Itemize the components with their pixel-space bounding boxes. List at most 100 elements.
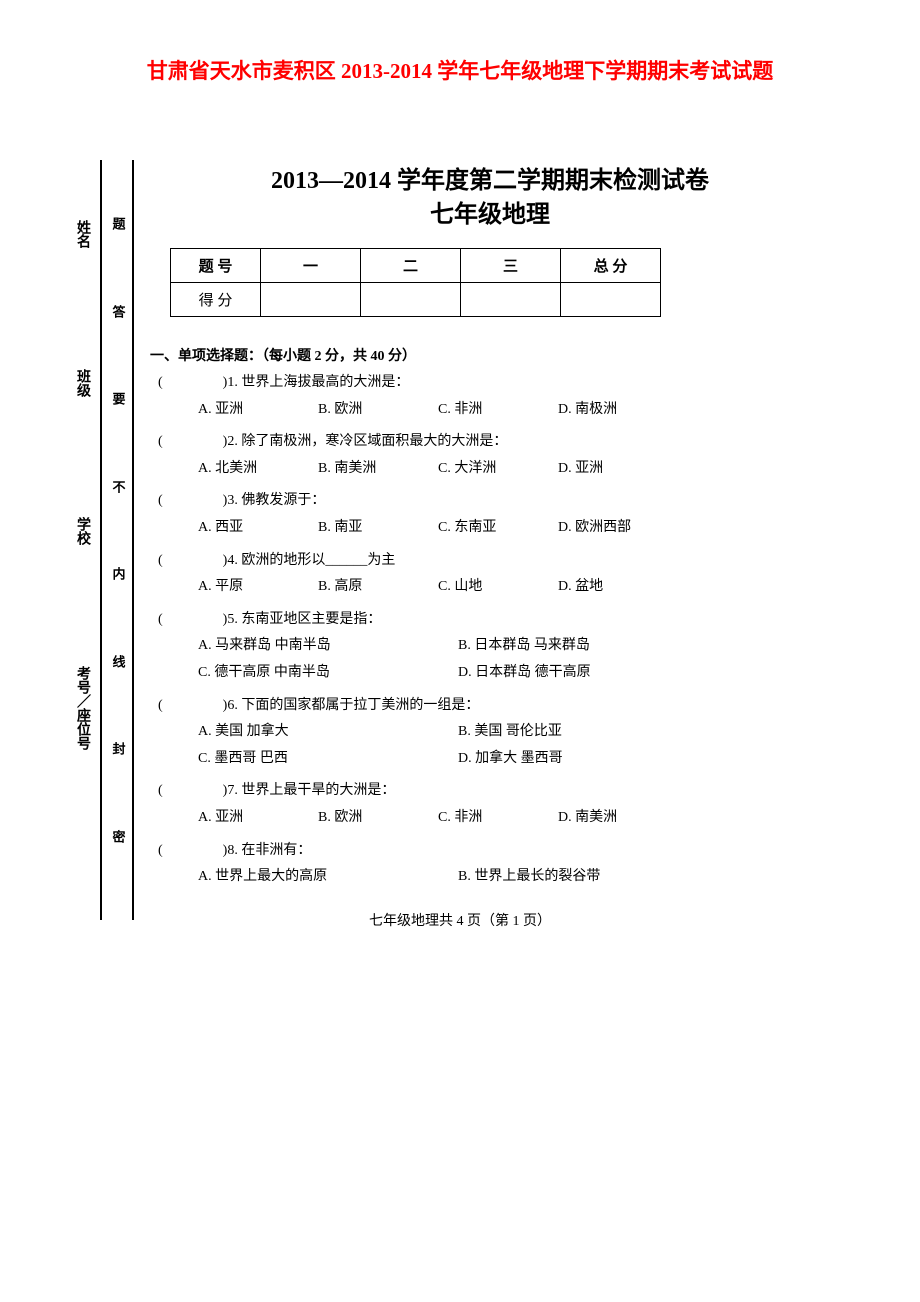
answer-blank-open: ( xyxy=(158,843,163,858)
question-6: ( )6. 下面的国家都属于拉丁美洲的一组是： A. 美国 加拿大B. 美国 哥伦比… xyxy=(158,693,818,773)
question-8: ( )8. 在非洲有： A. 世界上最大的高原B. 世界上最长的裂谷带 xyxy=(158,838,818,891)
option-A: A. 北美洲 xyxy=(198,456,318,483)
answer-blank-open: ( xyxy=(158,493,163,508)
option-D: D. 盆地 xyxy=(558,574,678,601)
answer-blank-open: ( xyxy=(158,698,163,713)
option-D: D. 亚洲 xyxy=(558,456,678,483)
question-1: ( )1. 世界上海拔最高的大洲是： A. 亚洲B. 欧洲C. 非洲D. 南极洲 xyxy=(158,370,818,423)
option-D: D. 南极洲 xyxy=(558,397,678,424)
inner-char-7: 密 xyxy=(109,830,128,843)
question-text: )7. 世界上最干旱的大洲是： xyxy=(223,783,396,798)
question-text: )8. 在非洲有： xyxy=(223,843,312,858)
question-stem: ( )7. 世界上最干旱的大洲是： xyxy=(158,778,818,805)
option-C: C. 山地 xyxy=(438,574,558,601)
answer-blank-open: ( xyxy=(158,375,163,390)
section1-title: 一、单项选择题：（每小题 2 分，共 40 分） xyxy=(150,345,416,365)
option-A: A. 平原 xyxy=(198,574,318,601)
question-text: )4. 欧洲的地形以______为主 xyxy=(223,553,396,568)
question-stem: ( )6. 下面的国家都属于拉丁美洲的一组是： xyxy=(158,693,818,720)
option-A: A. 马来群岛 中南半岛 xyxy=(198,633,458,660)
score-th-label: 题 号 xyxy=(171,249,261,283)
question-3: ( )3. 佛教发源于： A. 西亚B. 南亚C. 东南亚D. 欧洲西部 xyxy=(158,488,818,541)
inner-char-5: 线 xyxy=(109,655,128,668)
question-stem: ()5. 东南亚地区主要是指： xyxy=(158,607,818,634)
exam-header: 2013—2014 学年度第二学期期末检测试卷 七年级地理 xyxy=(150,165,830,232)
inner-char-4: 内 xyxy=(109,567,128,580)
question-stem: ( )3. 佛教发源于： xyxy=(158,488,818,515)
binding-inner-labels: 题 答 要 不 内 线 封 密 xyxy=(108,180,128,880)
question-text: )6. 下面的国家都属于拉丁美洲的一组是： xyxy=(223,698,480,713)
binding-line-1 xyxy=(100,160,102,920)
answer-blank-open: ( xyxy=(158,434,163,449)
inner-char-0: 题 xyxy=(109,217,128,230)
option-B: B. 欧洲 xyxy=(318,805,438,832)
option-C: C. 大洋洲 xyxy=(438,456,558,483)
binding-line-2 xyxy=(132,160,134,920)
inner-char-1: 答 xyxy=(109,305,128,318)
score-td-1 xyxy=(261,283,361,317)
score-table: 题 号 一 二 三 总 分 得 分 xyxy=(170,248,661,317)
binding-label-school: 学校 xyxy=(72,517,92,545)
option-B: B. 南亚 xyxy=(318,515,438,542)
option-D: D. 加拿大 墨西哥 xyxy=(458,746,718,773)
option-C: C. 墨西哥 巴西 xyxy=(198,746,458,773)
option-C: C. 非洲 xyxy=(438,805,558,832)
options: A. 美国 加拿大B. 美国 哥伦比亚C. 墨西哥 巴西D. 加拿大 墨西哥 xyxy=(158,719,818,772)
inner-char-2: 要 xyxy=(109,392,128,405)
option-A: A. 世界上最大的高原 xyxy=(198,864,458,891)
questions-container: ()1. 世界上海拔最高的大洲是：A. 亚洲B. 欧洲C. 非洲D. 南极洲()… xyxy=(158,370,818,897)
options: A. 亚洲B. 欧洲C. 非洲D. 南极洲 xyxy=(158,397,818,424)
exam-title-line1: 2013—2014 学年度第二学期期末检测试卷 xyxy=(150,165,830,199)
page-footer: 七年级地理共 4 页（第 1 页） xyxy=(0,910,920,930)
options: A. 世界上最大的高原B. 世界上最长的裂谷带 xyxy=(158,864,818,891)
option-B: B. 高原 xyxy=(318,574,438,601)
option-C: C. 东南亚 xyxy=(438,515,558,542)
question-text: )1. 世界上海拔最高的大洲是： xyxy=(223,375,410,390)
question-stem: ( )1. 世界上海拔最高的大洲是： xyxy=(158,370,818,397)
options: A. 平原B. 高原C. 山地D. 盆地 xyxy=(158,574,818,601)
question-text: )5. 东南亚地区主要是指： xyxy=(223,612,382,627)
score-table-header-row: 题 号 一 二 三 总 分 xyxy=(171,249,661,283)
question-stem: ( )2. 除了南极洲，寒冷区域面积最大的大洲是： xyxy=(158,429,818,456)
option-A: A. 亚洲 xyxy=(198,397,318,424)
option-B: B. 美国 哥伦比亚 xyxy=(458,719,718,746)
inner-char-3: 不 xyxy=(109,480,128,493)
answer-blank-open: ( xyxy=(158,553,163,568)
option-B: B. 欧洲 xyxy=(318,397,438,424)
question-4: ( )4. 欧洲的地形以______为主 A. 平原B. 高原C. 山地D. 盆地 xyxy=(158,548,818,601)
question-stem: ( )8. 在非洲有： xyxy=(158,838,818,865)
exam-title-line2: 七年级地理 xyxy=(150,199,830,233)
question-7: ( )7. 世界上最干旱的大洲是： A. 亚洲B. 欧洲C. 非洲D. 南美洲 xyxy=(158,778,818,831)
options: A. 亚洲B. 欧洲C. 非洲D. 南美洲 xyxy=(158,805,818,832)
binding-label-name: 姓名 xyxy=(72,220,92,248)
score-table-value-row: 得 分 xyxy=(171,283,661,317)
binding-outer-labels: 姓名 班级 学校 考号／座位号 xyxy=(72,160,92,810)
answer-blank-open: ( xyxy=(158,783,163,798)
options: A. 北美洲B. 南美洲C. 大洋洲D. 亚洲 xyxy=(158,456,818,483)
score-td-label: 得 分 xyxy=(171,283,261,317)
option-C: C. 非洲 xyxy=(438,397,558,424)
score-td-2 xyxy=(361,283,461,317)
score-th-total: 总 分 xyxy=(561,249,661,283)
question-text: )2. 除了南极洲，寒冷区域面积最大的大洲是： xyxy=(223,434,508,449)
document-title: 甘肃省天水市麦积区 2013-2014 学年七年级地理下学期期末考试试题 xyxy=(0,55,920,85)
question-5: ()5. 东南亚地区主要是指：A. 马来群岛 中南半岛B. 日本群岛 马来群岛C… xyxy=(158,607,818,687)
options: A. 马来群岛 中南半岛B. 日本群岛 马来群岛C. 德干高原 中南半岛D. 日… xyxy=(158,633,818,686)
option-D: D. 欧洲西部 xyxy=(558,515,678,542)
option-C: C. 德干高原 中南半岛 xyxy=(198,660,458,687)
inner-char-6: 封 xyxy=(109,742,128,755)
question-2: ( )2. 除了南极洲，寒冷区域面积最大的大洲是： A. 北美洲B. 南美洲C. 大… xyxy=(158,429,818,482)
option-D: D. 日本群岛 德干高原 xyxy=(458,660,718,687)
option-B: B. 南美洲 xyxy=(318,456,438,483)
option-A: A. 西亚 xyxy=(198,515,318,542)
option-D: D. 南美洲 xyxy=(558,805,678,832)
question-text: )3. 佛教发源于： xyxy=(223,493,326,508)
score-td-3 xyxy=(461,283,561,317)
options: A. 西亚B. 南亚C. 东南亚D. 欧洲西部 xyxy=(158,515,818,542)
score-td-total xyxy=(561,283,661,317)
option-B: B. 日本群岛 马来群岛 xyxy=(458,633,718,660)
option-A: A. 美国 加拿大 xyxy=(198,719,458,746)
score-th-1: 一 xyxy=(261,249,361,283)
option-B: B. 世界上最长的裂谷带 xyxy=(458,864,718,891)
binding-label-class: 班级 xyxy=(72,369,92,397)
